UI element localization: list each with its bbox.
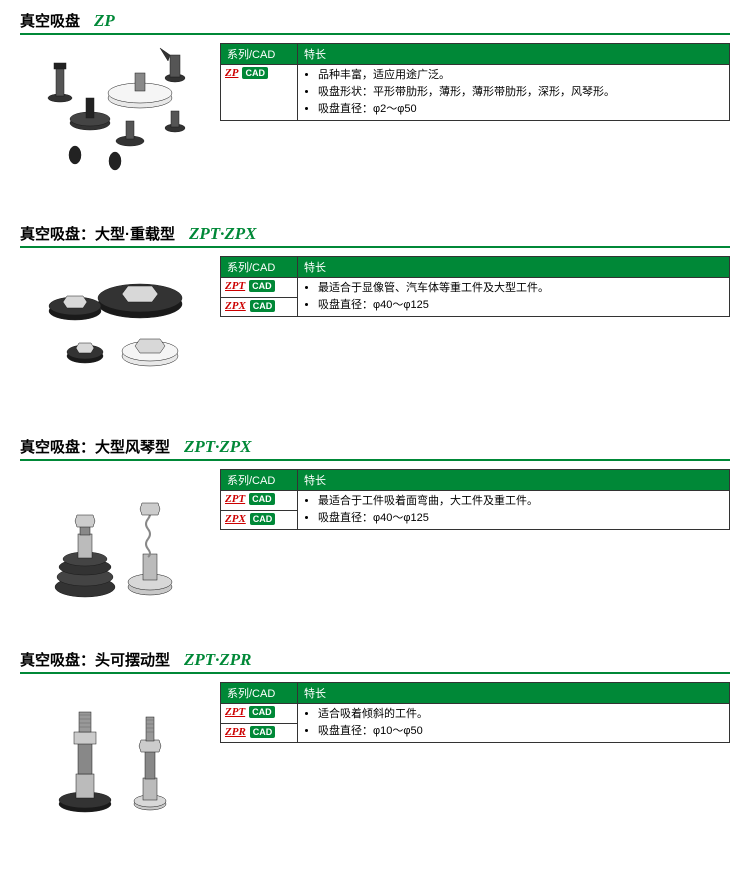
section-title-code: ZPT·ZPX	[184, 437, 252, 456]
section-title: 真空吸盘：大型·重载型 ZPT·ZPX	[20, 223, 730, 248]
series-cell: ZPX CAD	[221, 297, 298, 317]
series-link[interactable]: ZPT	[225, 280, 245, 292]
feature-item: 品种丰富，适应用途广泛。	[318, 67, 725, 84]
series-link[interactable]: ZPT	[225, 706, 245, 718]
feature-item: 吸盘形状：平形带肋形，薄形，薄形带肋形，深形，风琴形。	[318, 84, 725, 101]
feature-list: 适合吸着倾斜的工件。吸盘直径：φ10～φ50	[302, 706, 725, 740]
product-section: 真空吸盘 ZP 系列/CAD特长 ZP CAD 品种丰富，适应用途广泛。吸盘形状：平形带…	[20, 10, 730, 183]
info-table: 系列/CAD特长ZPTCAD适合吸着倾斜的工件。吸盘直径：φ10～φ50ZPRC…	[220, 682, 730, 743]
header-series: 系列/CAD	[221, 44, 298, 65]
header-feature: 特长	[298, 44, 730, 65]
series-link[interactable]: ZPR	[225, 726, 246, 738]
series-link[interactable]: ZPT	[225, 493, 245, 505]
cad-badge[interactable]: CAD	[249, 706, 275, 718]
feature-cell: 适合吸着倾斜的工件。吸盘直径：φ10～φ50	[298, 704, 730, 743]
table-row: ZPTCAD最适合于显像管、汽车体等重工件及大型工件。吸盘直径：φ40～φ125	[221, 278, 730, 298]
feature-cell: 品种丰富，适应用途广泛。吸盘形状：平形带肋形，薄形，薄形带肋形，深形，风琴形。吸…	[298, 65, 730, 121]
feature-cell: 最适合于工件吸着面弯曲，大工件及重工件。吸盘直径：φ40～φ125	[298, 491, 730, 530]
feature-list: 品种丰富，适应用途广泛。吸盘形状：平形带肋形，薄形，薄形带肋形，深形，风琴形。吸…	[302, 67, 725, 118]
feature-item: 吸盘直径：φ40～φ125	[318, 297, 725, 314]
feature-item: 吸盘直径：φ40～φ125	[318, 510, 725, 527]
feature-item: 最适合于显像管、汽车体等重工件及大型工件。	[318, 280, 725, 297]
feature-list: 最适合于显像管、汽车体等重工件及大型工件。吸盘直径：φ40～φ125	[302, 280, 725, 314]
table-row: ZPTCAD适合吸着倾斜的工件。吸盘直径：φ10～φ50	[221, 704, 730, 724]
feature-item: 最适合于工件吸着面弯曲，大工件及重工件。	[318, 493, 725, 510]
series-cell: ZPR CAD	[221, 723, 298, 743]
series-link[interactable]: ZP	[225, 67, 238, 79]
product-section: 真空吸盘：大型·重载型 ZPT·ZPX 系列/CAD特长 ZPT CAD 最适合于显像管…	[20, 223, 730, 396]
feature-item: 吸盘直径：φ10～φ50	[318, 723, 725, 740]
section-title-main: 真空吸盘：大型风琴型	[20, 439, 170, 456]
header-series: 系列/CAD	[221, 683, 298, 704]
table-row: ZPTCAD最适合于工件吸着面弯曲，大工件及重工件。吸盘直径：φ40～φ125	[221, 491, 730, 511]
header-series: 系列/CAD	[221, 257, 298, 278]
content-row: 系列/CAD特长 ZPT CAD 最适合于显像管、汽车体等重工件及大型工件。吸盘直径：…	[20, 256, 730, 396]
cad-badge[interactable]: CAD	[250, 726, 276, 738]
feature-list: 最适合于工件吸着面弯曲，大工件及重工件。吸盘直径：φ40～φ125	[302, 493, 725, 527]
product-image	[20, 682, 210, 822]
info-table: 系列/CAD特长 ZP CAD 品种丰富，适应用途广泛。吸盘形状：平形带肋形，薄形，薄…	[220, 43, 730, 121]
feature-item: 吸盘直径：φ2～φ50	[318, 101, 725, 118]
product-image	[20, 469, 210, 609]
series-link[interactable]: ZPX	[225, 300, 246, 312]
cad-badge[interactable]: CAD	[249, 280, 275, 292]
cad-badge[interactable]: CAD	[249, 493, 275, 505]
section-title-code: ZP	[94, 11, 115, 30]
product-image	[20, 256, 210, 396]
series-cell: ZPX CAD	[221, 510, 298, 530]
content-row: 系列/CAD特长 ZP CAD 品种丰富，适应用途广泛。吸盘形状：平形带肋形，薄形，薄…	[20, 43, 730, 183]
product-section: 真空吸盘：大型风琴型 ZPT·ZPX 系列/CAD特长 ZPT CAD 最适合于工件吸着…	[20, 436, 730, 609]
section-title-main: 真空吸盘	[20, 13, 80, 30]
product-image	[20, 43, 210, 183]
header-feature: 特长	[298, 257, 730, 278]
header-feature: 特长	[298, 470, 730, 491]
header-series: 系列/CAD	[221, 470, 298, 491]
content-row: 系列/CAD特长 ZPT CAD 最适合于工件吸着面弯曲，大工件及重工件。吸盘直径：φ…	[20, 469, 730, 609]
section-title-main: 真空吸盘：大型·重载型	[20, 226, 175, 243]
info-table: 系列/CAD特长 ZPT CAD 最适合于工件吸着面弯曲，大工件及重工件。吸盘直径：φ…	[220, 469, 730, 530]
section-title-code: ZPT·ZPR	[184, 650, 252, 669]
series-cell: ZPT CAD	[221, 491, 298, 511]
cad-badge[interactable]: CAD	[242, 67, 268, 79]
header-feature: 特长	[298, 683, 730, 704]
feature-cell: 最适合于显像管、汽车体等重工件及大型工件。吸盘直径：φ40～φ125	[298, 278, 730, 317]
series-link[interactable]: ZPX	[225, 513, 246, 525]
series-cell: ZPT CAD	[221, 704, 298, 724]
product-section: 真空吸盘：头可摆动型ZPT·ZPR 系列/CAD特	[20, 649, 730, 822]
series-cell: ZPT CAD	[221, 278, 298, 298]
series-cell: ZP CAD	[221, 65, 298, 121]
content-row: 系列/CAD特长ZPTCAD适合吸着倾斜的工件。吸盘直径：φ10～φ50ZPRC…	[20, 682, 730, 822]
table-row: ZP CAD 品种丰富，适应用途广泛。吸盘形状：平形带肋形，薄形，薄形带肋形，深形，…	[221, 65, 730, 121]
section-title-main: 真空吸盘：头可摆动型	[20, 652, 170, 669]
feature-item: 适合吸着倾斜的工件。	[318, 706, 725, 723]
section-title: 真空吸盘：头可摆动型 ZPT·ZPR	[20, 649, 730, 674]
section-title: 真空吸盘 ZP	[20, 10, 730, 35]
cad-badge[interactable]: CAD	[250, 300, 276, 312]
info-table: 系列/CAD特长 ZPT CAD 最适合于显像管、汽车体等重工件及大型工件。吸盘直径：…	[220, 256, 730, 317]
section-title: 真空吸盘：大型风琴型 ZPT·ZPX	[20, 436, 730, 461]
cad-badge[interactable]: CAD	[250, 513, 276, 525]
section-title-code: ZPT·ZPX	[189, 224, 257, 243]
